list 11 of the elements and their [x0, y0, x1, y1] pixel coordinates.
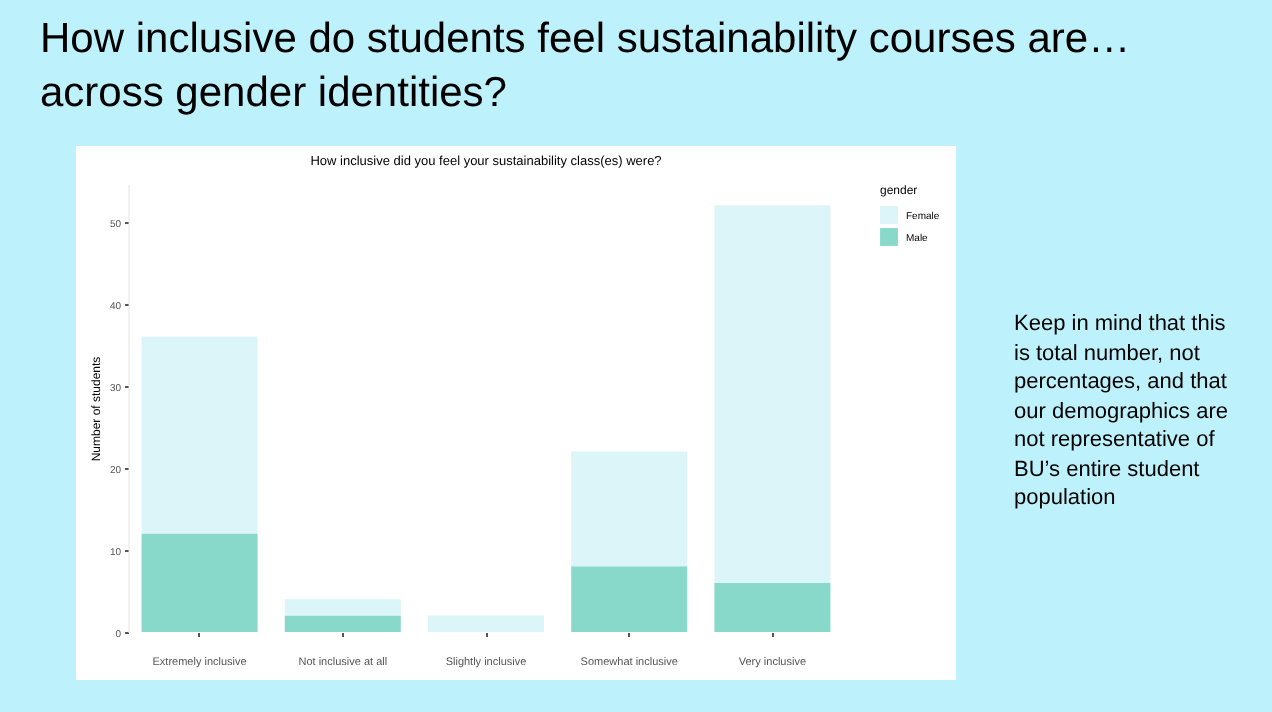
bar [714, 582, 831, 632]
bar [284, 599, 401, 616]
chart-title: How inclusive do students feel sustainability courses are… across gender identities? [40, 14, 1133, 120]
bar [284, 615, 401, 632]
bar [141, 336, 258, 534]
text: Keep in mind that this is total number, not percentages, and that our demographics are not representative of BU’s entire student population [1014, 310, 1231, 513]
bar [428, 615, 544, 632]
bar [714, 205, 831, 583]
bar [571, 451, 688, 567]
bar [141, 533, 258, 632]
bar [571, 566, 688, 632]
